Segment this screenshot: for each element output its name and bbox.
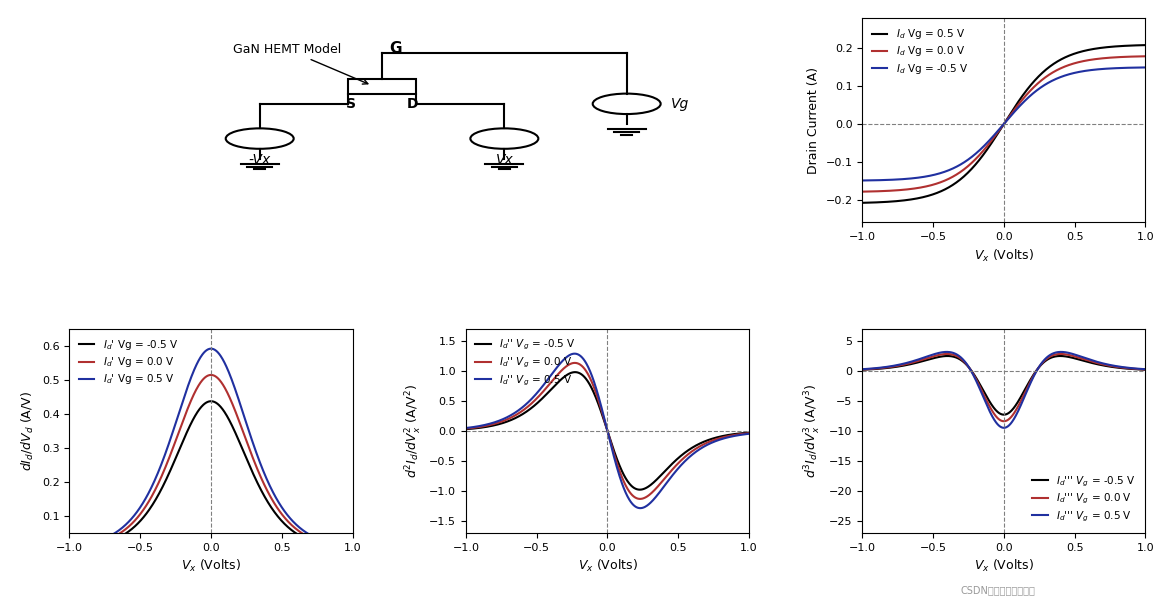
Y-axis label: $d^2I_d/dV_x^2$ (A/V$^2$): $d^2I_d/dV_x^2$ (A/V$^2$) <box>404 384 423 478</box>
X-axis label: $V_x$ (Volts): $V_x$ (Volts) <box>577 558 638 574</box>
Text: CSDN幻象空间的十三楼: CSDN幻象空间的十三楼 <box>960 585 1036 595</box>
Text: G: G <box>389 41 401 56</box>
Legend: $I_d$''' $V_g$ = -0.5 V, $I_d$''' $V_g$ = 0.0 V, $I_d$''' $V_g$ = 0.5 V: $I_d$''' $V_g$ = -0.5 V, $I_d$''' $V_g$ … <box>1029 470 1140 528</box>
Y-axis label: Drain Current (A): Drain Current (A) <box>806 66 820 174</box>
Text: D: D <box>407 96 419 111</box>
Legend: $I_d$'' $V_g$ = -0.5 V, $I_d$'' $V_g$ = 0.0 V, $I_d$'' $V_g$ = 0.5 V: $I_d$'' $V_g$ = -0.5 V, $I_d$'' $V_g$ = … <box>471 334 580 392</box>
Text: Vx: Vx <box>495 153 514 167</box>
Text: S: S <box>346 96 356 111</box>
Text: Vg: Vg <box>671 97 690 111</box>
Legend: $I_d$' Vg = -0.5 V, $I_d$' Vg = 0.0 V, $I_d$' Vg = 0.5 V: $I_d$' Vg = -0.5 V, $I_d$' Vg = 0.0 V, $… <box>75 334 183 391</box>
X-axis label: $V_x$ (Volts): $V_x$ (Volts) <box>974 247 1033 264</box>
Text: -Vx: -Vx <box>249 153 271 167</box>
Legend: $I_d$ Vg = 0.5 V, $I_d$ Vg = 0.0 V, $I_d$ Vg = -0.5 V: $I_d$ Vg = 0.5 V, $I_d$ Vg = 0.0 V, $I_d… <box>868 23 973 80</box>
Y-axis label: $dI_d/dV_d$ (A/V): $dI_d/dV_d$ (A/V) <box>21 391 36 471</box>
Y-axis label: $d^3I_d/dV_x^3$ (A/V$^3$): $d^3I_d/dV_x^3$ (A/V$^3$) <box>803 384 824 478</box>
Text: GaN HEMT Model: GaN HEMT Model <box>233 43 368 84</box>
Bar <box>348 79 417 93</box>
X-axis label: $V_x$ (Volts): $V_x$ (Volts) <box>182 558 241 574</box>
X-axis label: $V_x$ (Volts): $V_x$ (Volts) <box>974 558 1033 574</box>
